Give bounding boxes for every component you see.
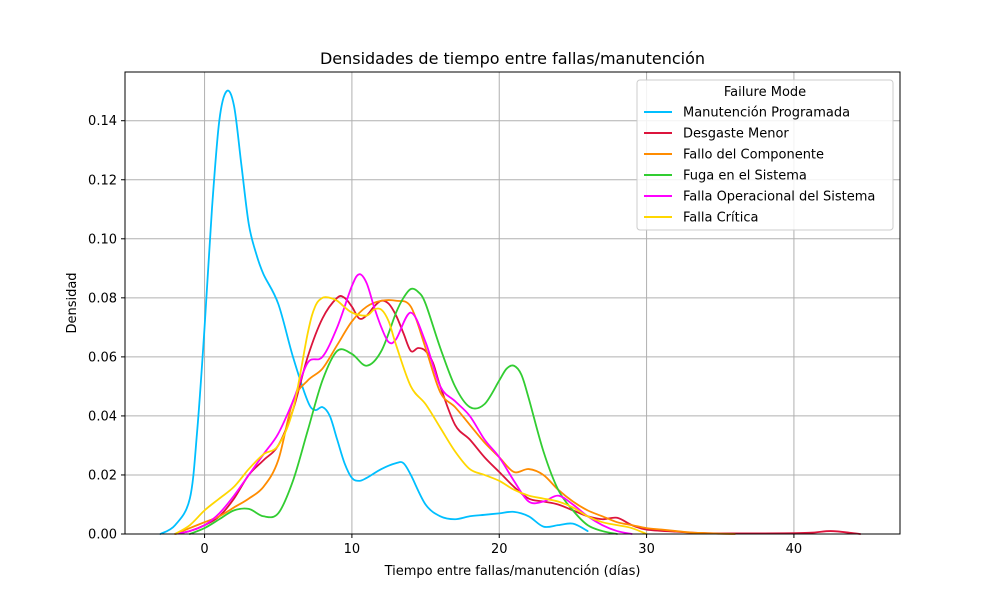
legend-entries: Manutención Programada Desgaste Menor Fall… [644, 106, 875, 226]
x-tick-label: 20 [491, 542, 508, 557]
series-lines [159, 89, 862, 535]
y-tick-label: 0.08 [88, 291, 117, 306]
y-tick-label: 0.12 [88, 173, 117, 188]
y-tick-label: 0.04 [88, 409, 117, 424]
x-axis-label: Tiempo entre fallas/manutención (días) [384, 564, 641, 579]
x-tick-label: 10 [344, 542, 361, 557]
x-tick-label: 0 [200, 542, 208, 557]
y-tick-label: 0.00 [88, 528, 117, 543]
y-ticks: 0.00 0.02 0.04 0.06 0.08 0.10 0.12 0.14 [88, 114, 125, 543]
chart-title: Densidades de tiempo entre fallas/manute… [320, 49, 705, 68]
y-tick-label: 0.06 [88, 350, 117, 365]
legend-label: Falla Crítica [683, 211, 758, 226]
y-tick-label: 0.02 [88, 468, 117, 483]
plot-frame [124, 71, 901, 535]
series-line-6 [174, 296, 648, 535]
grid-lines [125, 72, 900, 535]
y-axis-label: Densidad [65, 272, 80, 333]
series-line-3 [174, 299, 736, 535]
legend-title: Failure Mode [724, 85, 806, 100]
legend-label: Desgaste Menor [683, 127, 789, 142]
y-tick-label: 0.14 [88, 114, 117, 129]
legend-label: Manutención Programada [683, 106, 850, 121]
x-tick-label: 40 [786, 542, 803, 557]
x-tick-label: 30 [638, 542, 655, 557]
legend: Failure Mode Manutención Programada Desga… [636, 79, 894, 231]
legend-box [636, 79, 894, 231]
legend-label: Fuga en el Sistema [683, 169, 807, 184]
legend-label: Falla Operacional del Sistema [683, 190, 875, 205]
series-line-1 [159, 89, 589, 535]
series-line-4 [188, 287, 619, 535]
x-ticks: 0 10 20 30 40 [200, 534, 802, 557]
legend-label: Fallo del Componente [683, 148, 824, 163]
y-tick-label: 0.10 [88, 232, 117, 247]
